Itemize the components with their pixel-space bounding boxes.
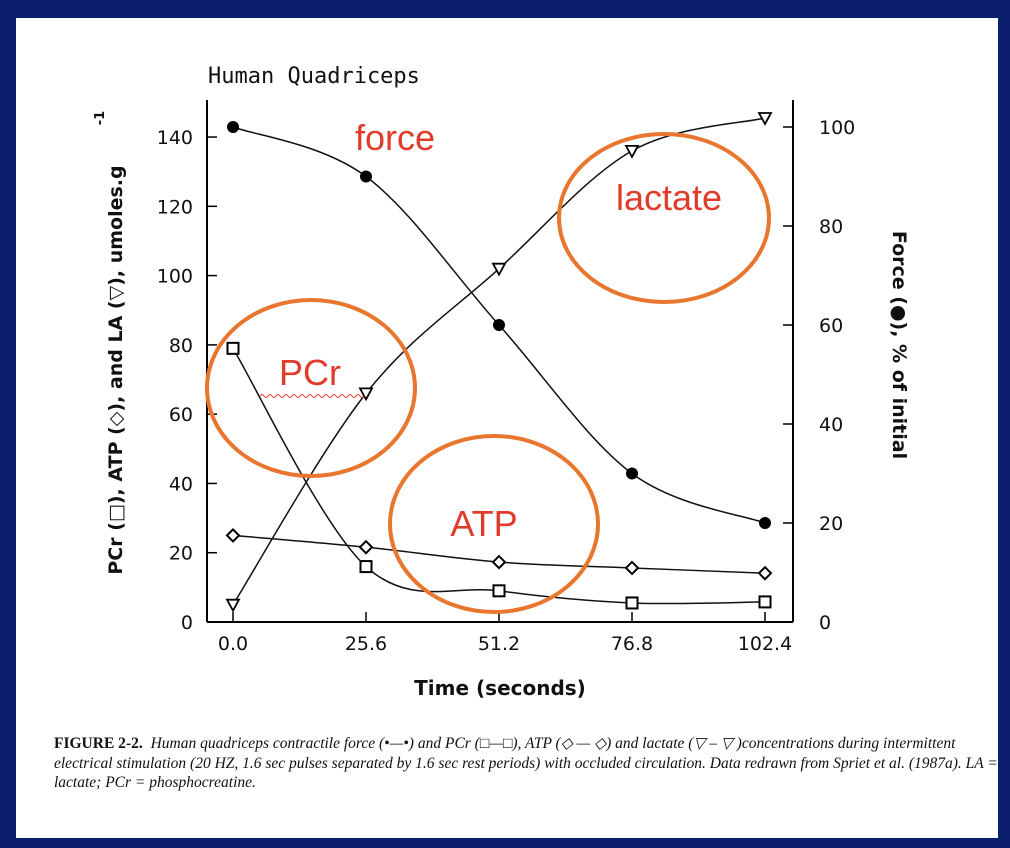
left-tick-label: 20 [169, 543, 193, 565]
x-tick-label: 51.2 [478, 633, 520, 655]
annotation-lactate: lactate [616, 177, 722, 218]
data-point-la [358, 387, 374, 402]
spellcheck-underline [259, 394, 365, 398]
left-tick-label: 80 [169, 335, 193, 357]
annotation-circle-atp [388, 434, 600, 614]
data-point-atp [491, 554, 507, 570]
data-point-force [759, 517, 771, 529]
left-tick-label: 120 [157, 196, 193, 218]
data-point-pcr [758, 595, 772, 609]
data-point-la [757, 112, 773, 126]
annotation-circle-pcr [205, 298, 417, 478]
right-tick-label: 80 [819, 216, 843, 238]
right-tick-label: 20 [819, 513, 843, 535]
x-tick-label: 25.6 [345, 633, 387, 655]
left-axis-label-superscript: -1 [93, 111, 108, 125]
data-point-atp [358, 539, 374, 555]
right-axis-label: Force (●), % of initial [888, 231, 910, 459]
data-point-force [227, 121, 239, 133]
data-point-pcr [492, 584, 506, 598]
left-tick-label: 0 [181, 612, 193, 634]
left-tick-label: 140 [157, 127, 193, 149]
x-tick-label: 0.0 [218, 633, 248, 655]
x-axis-label: Time (seconds) [414, 676, 586, 700]
caption-text: Human quadriceps contractile force (•—•)… [54, 735, 998, 791]
annotation-pcr: PCr [279, 352, 341, 393]
data-point-pcr [359, 560, 373, 574]
slide-panel: Human Quadriceps 0 20 40 60 80 100 120 140 0 20 40 6… [16, 18, 998, 838]
x-tick-label: 102.4 [738, 633, 792, 655]
right-tick-label: 60 [819, 315, 843, 337]
left-tick-label: 60 [169, 404, 193, 426]
series-line-la [232, 117, 766, 606]
left-tick-label: 40 [169, 473, 193, 495]
chart: Human Quadriceps 0 20 40 60 80 100 120 140 0 20 40 6… [93, 64, 910, 700]
data-point-force [360, 170, 372, 183]
data-point-atp [757, 565, 773, 581]
data-point-la [491, 262, 507, 277]
right-tick-label: 100 [819, 117, 855, 139]
annotation-force: force [355, 117, 435, 158]
caption-label: FIGURE 2-2. [54, 735, 143, 752]
left-tick-label: 100 [157, 266, 193, 288]
data-point-atp [225, 527, 241, 543]
data-point-la [225, 598, 241, 613]
left-axis-label: PCr (□), ATP (◇), and LA (▽), umoles.g [105, 165, 127, 574]
series-line-pcr [232, 347, 766, 605]
annotation-atp: ATP [450, 503, 517, 544]
data-point-pcr [625, 596, 639, 610]
data-point-la [624, 144, 640, 159]
right-tick-label: 40 [819, 414, 843, 436]
x-tick-label: 76.8 [611, 633, 653, 655]
data-point-pcr [226, 341, 240, 355]
data-point-force [626, 467, 638, 480]
data-point-force [493, 319, 505, 331]
right-tick-label: 0 [819, 612, 831, 634]
figure-caption: FIGURE 2-2. Human quadriceps contractile… [54, 734, 1004, 793]
chart-title: Human Quadriceps [208, 64, 420, 89]
data-point-atp [624, 560, 640, 576]
annotation-circle-lactate [557, 132, 771, 304]
